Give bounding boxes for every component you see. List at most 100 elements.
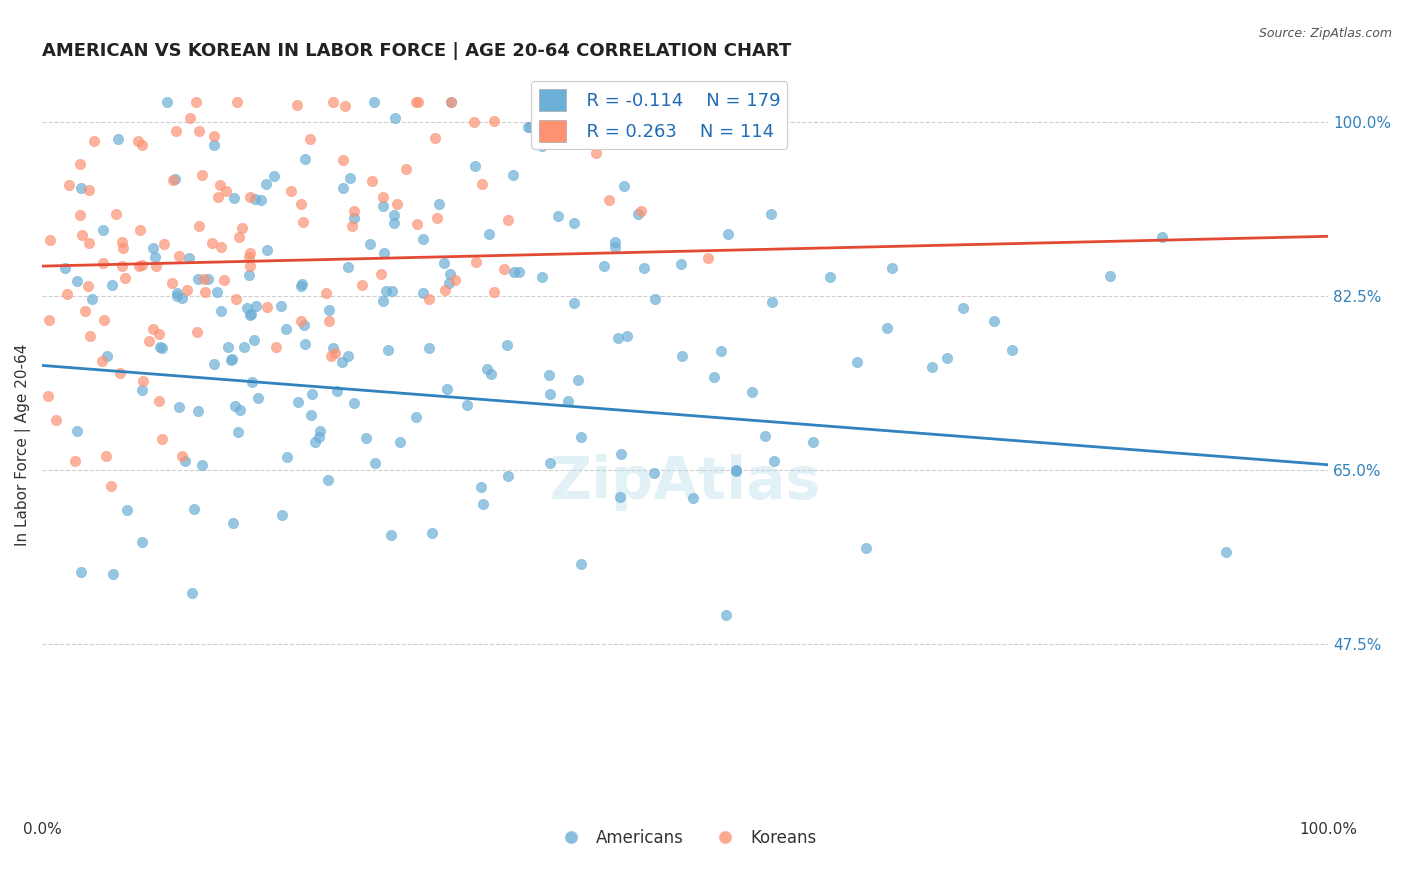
Americans [226, 425, 249, 439]
Americans [82, 292, 104, 306]
Americans [436, 383, 458, 397]
Koreans [108, 367, 131, 381]
Americans [308, 430, 330, 444]
Americans [263, 169, 285, 183]
Americans [363, 95, 385, 110]
Americans [754, 429, 776, 443]
Koreans [342, 219, 364, 233]
Americans [418, 341, 440, 355]
Koreans [65, 454, 87, 468]
Americans [197, 272, 219, 286]
Americans [519, 120, 541, 135]
Koreans [69, 208, 91, 222]
Americans [440, 95, 463, 110]
Americans [537, 368, 560, 382]
Koreans [239, 259, 262, 273]
Americans [240, 376, 263, 390]
Koreans [228, 229, 250, 244]
Koreans [77, 236, 100, 251]
Koreans [332, 153, 354, 168]
Americans [183, 502, 205, 516]
Americans [187, 404, 209, 418]
Americans [475, 361, 498, 376]
Americans [502, 168, 524, 182]
Koreans [231, 220, 253, 235]
Americans [609, 490, 631, 504]
Koreans [150, 432, 173, 446]
Americans [371, 199, 394, 213]
Americans [437, 276, 460, 290]
Americans [180, 586, 202, 600]
Koreans [186, 325, 208, 339]
Americans [724, 464, 747, 478]
Koreans [167, 249, 190, 263]
Americans [818, 269, 841, 284]
Koreans [73, 303, 96, 318]
Americans [224, 191, 246, 205]
Americans [464, 160, 486, 174]
Americans [166, 285, 188, 300]
Americans [405, 409, 427, 424]
Americans [439, 268, 461, 282]
Americans [343, 396, 366, 410]
Koreans [426, 211, 449, 225]
Americans [846, 355, 869, 369]
Americans [562, 216, 585, 230]
Koreans [290, 314, 312, 328]
Americans [503, 265, 526, 279]
Koreans [634, 95, 657, 110]
Americans [207, 285, 229, 300]
Americans [876, 321, 898, 335]
Koreans [100, 478, 122, 492]
Koreans [94, 449, 117, 463]
Americans [389, 435, 412, 450]
Americans [412, 286, 434, 301]
Americans [247, 391, 270, 405]
Americans [612, 179, 634, 194]
Americans [142, 241, 165, 255]
Americans [233, 340, 256, 354]
Americans [294, 337, 316, 351]
Koreans [79, 329, 101, 343]
Americans [671, 349, 693, 363]
Koreans [463, 115, 485, 129]
Americans [384, 112, 406, 126]
Americans [287, 395, 309, 409]
Americans [456, 399, 478, 413]
Americans [567, 95, 589, 110]
Americans [179, 252, 201, 266]
Americans [318, 303, 340, 318]
Americans [150, 341, 173, 355]
Americans [371, 294, 394, 309]
Koreans [434, 283, 457, 297]
Koreans [77, 183, 100, 197]
Americans [270, 299, 292, 313]
Americans [322, 341, 344, 355]
Americans [952, 301, 974, 316]
Koreans [406, 95, 429, 110]
Americans [337, 349, 360, 363]
Americans [339, 170, 361, 185]
Americans [682, 491, 704, 506]
Americans [679, 100, 702, 114]
Americans [741, 385, 763, 400]
Americans [936, 351, 959, 365]
Americans [66, 275, 89, 289]
Koreans [111, 260, 134, 274]
Koreans [315, 285, 337, 300]
Koreans [128, 223, 150, 237]
Americans [633, 261, 655, 276]
Americans [217, 341, 239, 355]
Americans [294, 318, 316, 332]
Americans [91, 223, 114, 237]
Koreans [212, 273, 235, 287]
Americans [759, 207, 782, 221]
Americans [316, 473, 339, 487]
Koreans [238, 190, 260, 204]
Koreans [319, 349, 342, 363]
Americans [557, 393, 579, 408]
Americans [470, 480, 492, 494]
Koreans [406, 217, 429, 231]
Koreans [444, 272, 467, 286]
Americans [235, 301, 257, 316]
